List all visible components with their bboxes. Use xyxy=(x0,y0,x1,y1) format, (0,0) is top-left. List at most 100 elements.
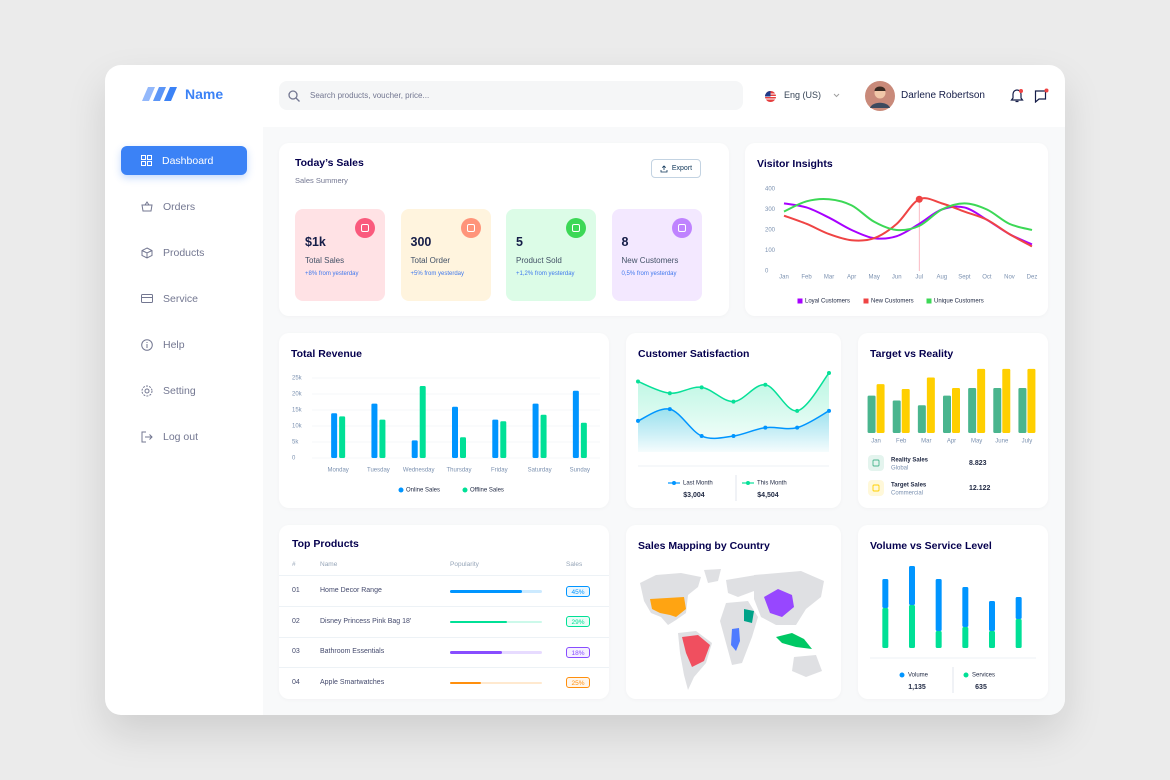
legend-label: Unique Customers xyxy=(934,299,984,305)
menu-item[interactable]: Orders xyxy=(121,192,247,221)
product-rank: 02 xyxy=(292,617,300,625)
sales-mapping-card: Sales Mapping by Country xyxy=(626,525,841,699)
x-tick-label: Thursday xyxy=(446,468,471,474)
menu-icon xyxy=(141,201,153,212)
bar xyxy=(411,440,418,458)
legend-total: 1,135 xyxy=(908,684,926,691)
bar xyxy=(492,419,499,458)
land xyxy=(640,569,721,625)
legend-label: Services xyxy=(972,673,995,679)
country-highlight[interactable] xyxy=(776,633,812,649)
column-header: Popularity xyxy=(450,561,479,568)
country-highlight[interactable] xyxy=(731,628,740,651)
stacked-bar-chart: Volume vs Service Level Volume 1,135 Servic… xyxy=(870,540,1036,693)
stat-change: 0,5% from yesterday xyxy=(621,271,677,277)
stat-change: +5% from yesterday xyxy=(410,271,465,277)
x-tick-label: Aug xyxy=(936,275,947,281)
menu-icon xyxy=(141,431,153,442)
legend-total: $3,004 xyxy=(683,492,705,499)
series-line xyxy=(783,197,1033,232)
x-tick-label: Wednesday xyxy=(403,468,435,474)
bar-segment xyxy=(909,605,915,648)
x-tick-label: Jul xyxy=(915,275,923,281)
country-highlight[interactable] xyxy=(744,609,754,623)
bar xyxy=(926,377,935,433)
row-separator xyxy=(279,575,609,576)
menu-item[interactable]: Products xyxy=(121,238,247,267)
y-tick-label: 400 xyxy=(765,187,776,193)
volume-service-card: Volume vs Service Level Volume 1,135 Servic… xyxy=(858,525,1048,699)
bar xyxy=(500,421,507,458)
x-tick-label: Oct xyxy=(982,275,992,281)
user-avatar[interactable] xyxy=(865,81,895,111)
country-highlight[interactable] xyxy=(650,597,686,617)
x-tick-label: Friday xyxy=(491,468,508,474)
bar xyxy=(1002,368,1011,433)
menu-item[interactable]: Service xyxy=(121,284,247,313)
language-selector[interactable]: Eng (US) xyxy=(784,90,822,100)
menu-item[interactable]: Dashboard xyxy=(121,146,247,175)
card-title: Top Products xyxy=(292,538,359,550)
legend-marker xyxy=(926,298,932,304)
chart-title: Customer Satisfaction xyxy=(638,348,749,360)
bar xyxy=(419,386,426,458)
legend-icon-glyph xyxy=(872,459,880,467)
stat-value: 5 xyxy=(516,235,523,249)
bar xyxy=(917,405,926,433)
export-button[interactable]: Export xyxy=(651,159,701,178)
total-revenue-card: Total Revenue 0 5k 10k 15k 20k 25k Monday Tuesda… xyxy=(279,333,609,508)
card-title: Sales Mapping by Country xyxy=(638,540,770,552)
brand-name: Name xyxy=(185,86,224,102)
row-separator xyxy=(279,667,609,668)
bar xyxy=(993,388,1002,433)
x-tick-label: July xyxy=(1022,439,1033,445)
bar xyxy=(331,413,338,458)
data-point xyxy=(827,371,831,376)
notification-button[interactable] xyxy=(1010,88,1024,103)
menu-item[interactable]: Log out xyxy=(121,422,247,451)
search-placeholder: Search products, voucher, price... xyxy=(310,91,430,100)
x-tick-label: Nov xyxy=(1004,275,1015,281)
export-icon xyxy=(660,164,668,172)
series-line xyxy=(783,197,1033,248)
y-tick-label: 300 xyxy=(765,207,776,213)
bar xyxy=(452,406,458,458)
y-tick-label: 200 xyxy=(765,228,776,234)
stat-value: 8 xyxy=(621,235,629,249)
bar-chart: Target vs Reality Jan Feb Mar Apr May June July… xyxy=(867,348,1036,497)
menu-icon xyxy=(141,385,153,396)
search-box[interactable]: Search products, voucher, price... xyxy=(279,81,743,110)
y-tick-label: 0 xyxy=(765,269,769,275)
data-point xyxy=(699,434,704,439)
messages-button[interactable] xyxy=(1034,88,1049,103)
menu-item[interactable]: Help xyxy=(121,330,247,359)
legend-marker xyxy=(963,672,969,678)
legend-label: Target Sales xyxy=(891,483,927,489)
bar-segment xyxy=(935,579,942,631)
legend-total: 12.122 xyxy=(969,485,991,492)
legend-total: 635 xyxy=(975,684,987,691)
bar-chart: Total Revenue 0 5k 10k 15k 20k 25k Monday Tuesda… xyxy=(291,348,600,494)
legend-label: Loyal Customers xyxy=(805,299,850,305)
country-highlight[interactable] xyxy=(764,589,794,617)
country-highlight[interactable] xyxy=(682,635,710,667)
export-label: Export xyxy=(671,165,693,172)
menu-label: Service xyxy=(163,292,199,305)
menu-item[interactable]: Setting xyxy=(121,376,247,405)
bar xyxy=(460,437,466,458)
bar-segment xyxy=(989,631,995,648)
x-tick-label: Mar xyxy=(921,439,931,445)
bar xyxy=(540,414,547,458)
column-header: # xyxy=(292,561,296,568)
area-fill xyxy=(638,373,829,452)
legend-marker xyxy=(462,487,468,493)
land xyxy=(720,571,824,677)
x-tick-label: May xyxy=(971,439,982,445)
bar xyxy=(339,416,346,458)
hover-point xyxy=(915,195,923,203)
bar xyxy=(1027,368,1036,433)
bar-segment xyxy=(962,587,969,627)
stat-card: 300 Total Order +5% from yesterday xyxy=(400,209,491,301)
legend-label: Reality Sales xyxy=(891,458,929,464)
data-point xyxy=(795,425,800,430)
